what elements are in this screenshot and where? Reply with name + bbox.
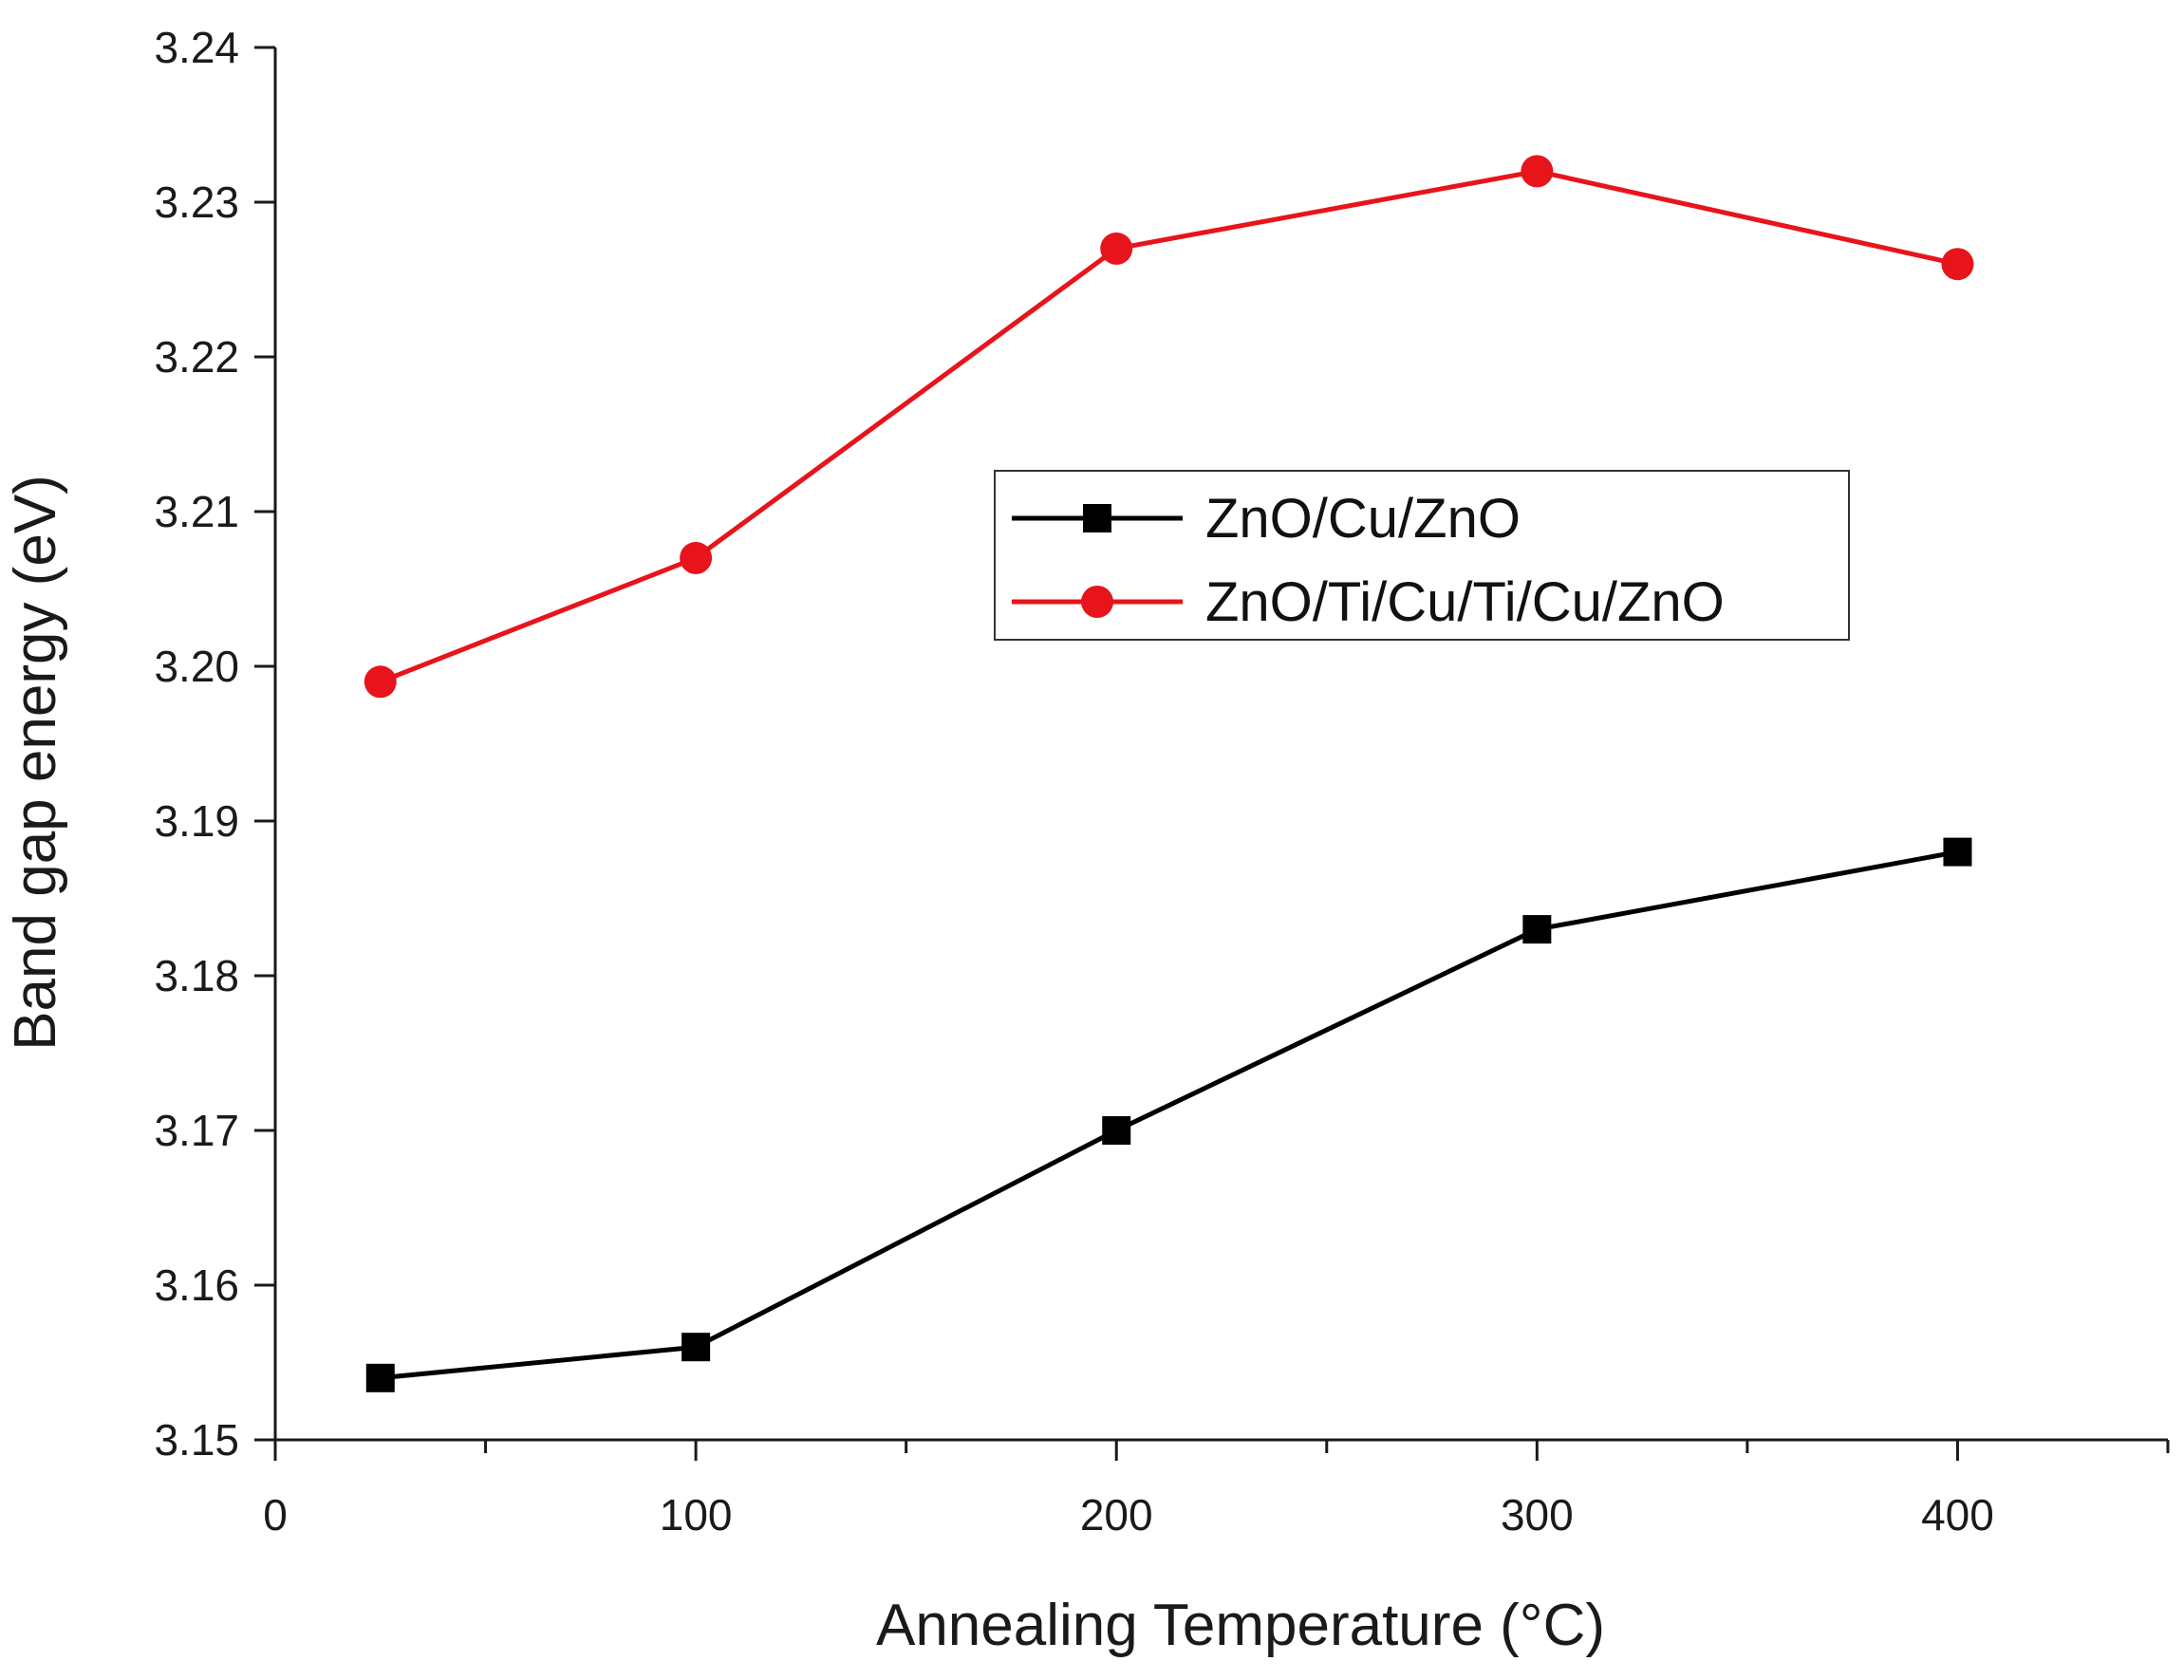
legend-marker-circle [1081,586,1113,618]
legend-label: ZnO/Ti/Cu/Ti/Cu/ZnO [1205,571,1725,633]
legend-box [994,470,1850,641]
x-tick-label: 0 [263,1490,288,1540]
data-point-square [1522,915,1552,944]
data-point-square [1102,1116,1131,1145]
y-tick-label: 3.21 [154,487,239,536]
x-tick-label: 200 [1080,1490,1153,1540]
axes [273,47,2168,1442]
y-tick-label: 3.24 [154,23,239,72]
y-tick-label: 3.15 [154,1415,239,1465]
series-line [380,849,1958,1381]
y-tick-label: 3.20 [154,642,239,691]
data-point-square [681,1333,711,1362]
data-point-circle [1521,155,1554,188]
x-axis-title: Annealing Temperature (°C) [876,1593,1605,1658]
data-point-square [365,1363,395,1392]
y-ticks: 3.15 3.16 3.17 3.18 3.19 3.20 3.21 3.22 3.23 3.24 [154,23,275,1465]
data-point-circle [364,665,397,699]
x-tick-label: 400 [1921,1490,1994,1540]
y-tick-label: 3.22 [154,332,239,382]
series-circle [364,155,1974,699]
legend-item: ZnO/Cu/ZnO [1012,488,1521,550]
y-axis-title: Band gap energy (eV) [3,475,68,1051]
data-point-square [1943,837,1972,867]
data-point-circle [680,541,713,574]
x-tick-label: 100 [660,1490,733,1540]
data-point-circle [1941,248,1974,281]
x-tick-label: 300 [1501,1490,1574,1540]
legend-label: ZnO/Cu/ZnO [1205,488,1521,550]
legend-marker-square [1083,504,1111,532]
legend-item: ZnO/Ti/Cu/Ti/Cu/ZnO [1012,571,1725,633]
y-tick-label: 3.23 [154,177,239,227]
y-tick-label: 3.17 [154,1106,239,1155]
legend: ZnO/Cu/ZnO ZnO/Ti/Cu/Ti/Cu/ZnO [994,470,1850,641]
x-ticks: 0 100 200 300 400 [263,1440,2170,1540]
y-tick-label: 3.18 [154,951,239,1000]
series-square [365,837,1972,1392]
data-point-circle [1100,232,1133,265]
y-tick-label: 3.19 [154,796,239,846]
y-tick-label: 3.16 [154,1260,239,1310]
data-series [364,155,1974,1392]
legend-items: ZnO/Cu/ZnO ZnO/Ti/Cu/Ti/Cu/ZnO [1012,488,1725,633]
